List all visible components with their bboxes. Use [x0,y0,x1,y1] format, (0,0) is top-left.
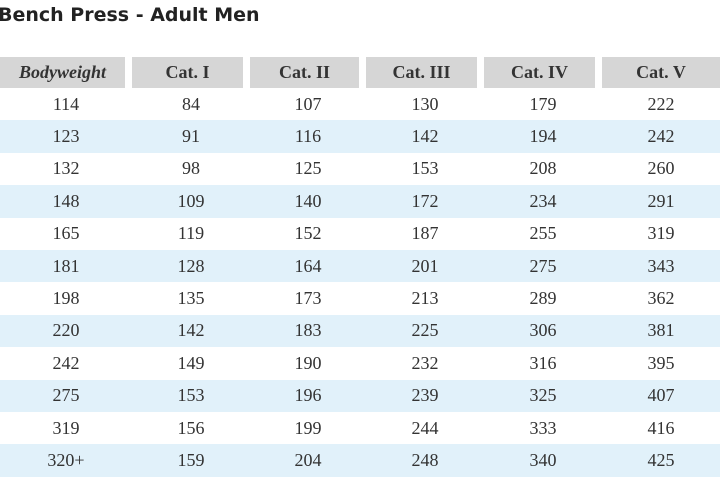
table-cell: 242 [602,120,720,153]
header-row: Bodyweight Cat. I Cat. II Cat. III Cat. IV Ca… [0,57,720,88]
table-cell: 164 [250,249,366,283]
header-cell: Bodyweight [0,57,132,88]
table-cell: 190 [294,352,322,373]
table-cell: 183 [250,314,366,348]
table-cell: 416 [647,417,675,438]
table-cell: 107 [294,93,322,114]
table-cell: 255 [529,223,557,244]
header-cell: Cat. IV [484,57,602,88]
table-cell: 244 [411,417,439,438]
table-row: 319 156 199 244 333 416 [0,412,720,444]
table-cell: 407 [602,379,720,412]
table-cell: 242 [52,352,80,373]
table-cell: 201 [366,249,484,283]
table-cell: 123 [0,120,132,153]
table-cell: 248 [366,444,484,477]
table-cell: 275 [484,249,602,283]
table-cell: 275 [0,379,132,412]
header-cell: Cat. II [250,57,366,88]
table-cell: 208 [529,158,557,179]
table-cell: 125 [294,158,322,179]
table-cell: 153 [132,379,250,412]
table-cell: 319 [52,417,80,438]
table-cell: 333 [529,417,557,438]
table-cell: 222 [647,93,675,114]
table-cell: 291 [602,185,720,218]
table-cell: 198 [52,288,80,309]
table-cell: 196 [250,379,366,412]
table-cell: 234 [484,185,602,218]
table-cell: 172 [366,185,484,218]
table-cell: 194 [484,120,602,153]
header-cell: Cat. III [366,57,484,88]
table-cell: 319 [647,223,675,244]
table-cell: 340 [484,444,602,477]
table-cell: 135 [177,288,205,309]
table-body: 114 84 107 130 179 222 123 91 116 142 194 242 132 98 1… [0,88,720,477]
table-cell: 152 [294,223,322,244]
strength-table: Bodyweight Cat. I Cat. II Cat. III Cat. IV Ca… [0,57,720,477]
table-cell: 159 [132,444,250,477]
table-row: 181 128 164 201 275 343 [0,249,720,283]
table-cell: 425 [602,444,720,477]
table-cell: 153 [411,158,439,179]
table-cell: 316 [529,352,557,373]
table-row: 198 135 173 213 289 362 [0,282,720,314]
table-row: 275 153 196 239 325 407 [0,379,720,412]
table-cell: 213 [411,288,439,309]
table-row: 123 91 116 142 194 242 [0,120,720,153]
table-row: 132 98 125 153 208 260 [0,153,720,185]
table-cell: 98 [182,158,200,179]
table-cell: 181 [0,249,132,283]
table-row: 165 119 152 187 255 319 [0,218,720,250]
table-cell: 325 [484,379,602,412]
table-row: 220 142 183 225 306 381 [0,314,720,348]
table-cell: 289 [529,288,557,309]
table-cell: 320+ [0,444,132,477]
table-cell: 149 [177,352,205,373]
header-cell: Cat. V [602,57,720,88]
table-cell: 114 [52,93,80,114]
table-cell: 109 [132,185,250,218]
table-cell: 91 [132,120,250,153]
table-cell: 140 [250,185,366,218]
table-cell: 132 [52,158,80,179]
table-cell: 142 [366,120,484,153]
table-cell: 130 [411,93,439,114]
table-cell: 199 [294,417,322,438]
table-cell: 156 [177,417,205,438]
table-cell: 260 [647,158,675,179]
table-cell: 165 [52,223,80,244]
table-row: 242 149 190 232 316 395 [0,347,720,379]
header-cell: Cat. I [132,57,250,88]
table-cell: 220 [0,314,132,348]
table-cell: 395 [647,352,675,373]
table-cell: 381 [602,314,720,348]
table-cell: 148 [0,185,132,218]
table-cell: 128 [132,249,250,283]
table-cell: 204 [250,444,366,477]
table-cell: 232 [411,352,439,373]
table-cell: 225 [366,314,484,348]
table-cell: 306 [484,314,602,348]
table-cell: 187 [411,223,439,244]
table-cell: 179 [529,93,557,114]
table-cell: 84 [182,93,200,114]
table-row: 114 84 107 130 179 222 [0,88,720,120]
table-cell: 343 [602,249,720,283]
table-row: 148 109 140 172 234 291 [0,185,720,218]
table-cell: 142 [132,314,250,348]
table-cell: 116 [250,120,366,153]
table-cell: 119 [177,223,205,244]
table-cell: 173 [294,288,322,309]
table-cell: 362 [647,288,675,309]
title: Bench Press - Adult Men [0,4,260,26]
table-cell: 239 [366,379,484,412]
table-row: 320+ 159 204 248 340 425 [0,444,720,477]
